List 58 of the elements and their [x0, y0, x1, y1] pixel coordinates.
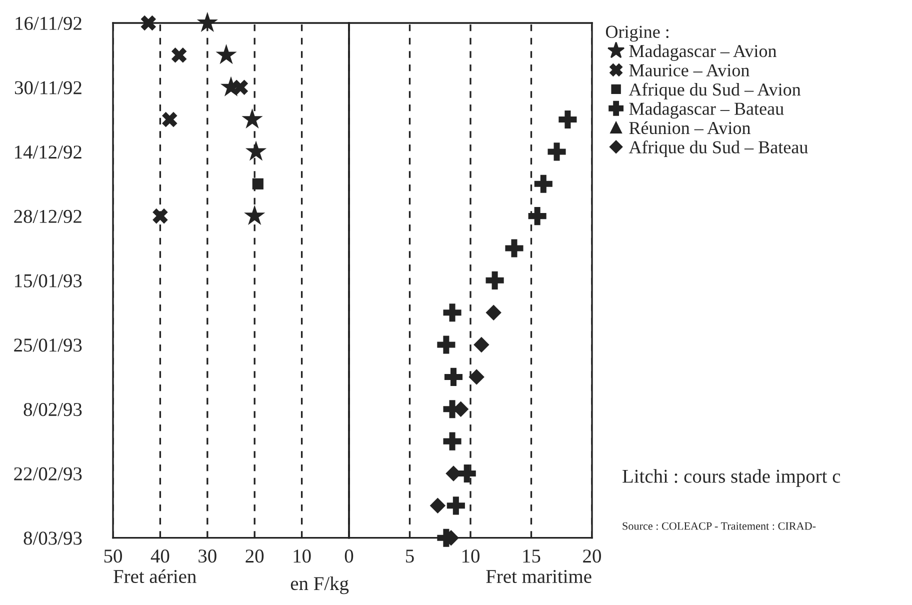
x-tick-label: 20 [583, 550, 601, 563]
legend-title: Origine : [606, 26, 668, 42]
point [242, 108, 263, 129]
point [252, 178, 264, 190]
y-tick-label: 14/12/92 [15, 146, 82, 159]
text: Afrique du Sud – Bateau [628, 140, 808, 158]
y-tick-label: 8/02/93 [24, 402, 82, 416]
point [437, 336, 456, 354]
legend-label: Madagascar – Avion [629, 44, 777, 61]
y-tick-label: 22/02/93 [14, 467, 82, 480]
x-tick-label: 10 [462, 550, 480, 563]
point [548, 142, 566, 161]
point [443, 304, 462, 322]
point [558, 110, 577, 129]
x-tick-label: 20 [246, 550, 264, 563]
point [245, 140, 267, 161]
point [458, 464, 476, 483]
point [446, 496, 465, 515]
y-tick-label: 16/11/92 [16, 16, 82, 30]
y-tick-label: 25/01/93 [14, 338, 82, 352]
point [152, 208, 168, 224]
point [534, 174, 552, 193]
y-tick-label: 15/01/93 [15, 274, 82, 288]
point [444, 368, 463, 386]
x-tick-label: 0 [344, 550, 354, 563]
text: Litchi : cours stade import c [622, 469, 840, 487]
point [140, 15, 156, 31]
legend-label: Maurice – Avion [629, 64, 750, 76]
point [486, 304, 502, 320]
point [474, 336, 490, 353]
x-tick-label: 5 [406, 550, 414, 563]
y-tick-label: 30/11/92 [14, 81, 82, 94]
point [216, 44, 237, 64]
point [196, 12, 218, 32]
y-tick-label: 28/12/92 [14, 210, 82, 223]
point [430, 498, 446, 514]
x-tick-label: 15 [523, 550, 540, 563]
y-tick-label: 8/03/93 [24, 532, 82, 545]
text: en F/kg [290, 576, 349, 594]
point [486, 271, 504, 290]
point [171, 48, 187, 63]
point [505, 239, 524, 258]
point [232, 80, 248, 95]
x-tick-label: 50 [104, 550, 122, 563]
legend-label: Réunion – Avion [629, 121, 750, 134]
point [244, 204, 266, 226]
source-note: Source : COLEACP - Traitement : CIRAD- [622, 522, 816, 530]
point [162, 112, 178, 128]
x-tick-label: 30 [198, 550, 216, 563]
x-tick-label: 40 [150, 550, 170, 563]
x-axis-title: Fret aérien [114, 569, 196, 584]
legend-label: Madagascar – Bateau [629, 102, 784, 119]
point [528, 207, 546, 226]
x-axis-title: Fret maritime [486, 570, 592, 584]
point [443, 432, 462, 450]
point [468, 369, 484, 385]
legend-label: Afrique du Sud – Avion [628, 82, 801, 100]
x-tick-label: 10 [294, 550, 311, 563]
